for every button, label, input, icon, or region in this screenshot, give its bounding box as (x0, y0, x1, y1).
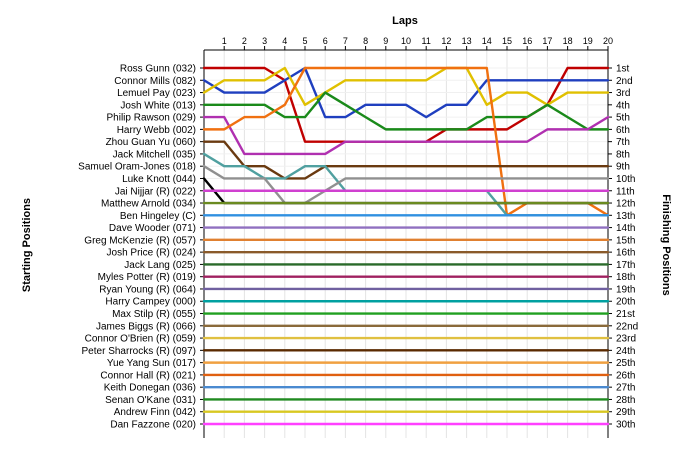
finishing-position-label: 25th (616, 358, 635, 369)
starting-position-label: Connor Mills (082) (114, 76, 196, 87)
x-tick-label: 1 (222, 36, 227, 46)
driver-position-line (202, 91, 610, 131)
finishing-position-label: 7th (616, 137, 630, 148)
finishing-position-label: 18th (616, 272, 635, 283)
driver-position-line (202, 140, 610, 180)
starting-position-label: Ben Hingeley (C) (120, 211, 196, 222)
starting-position-label: Lemuel Pay (023) (117, 88, 196, 99)
finishing-position-label: 10th (616, 174, 635, 185)
finishing-position-label: 3rd (616, 88, 630, 99)
x-tick-label: 7 (343, 36, 348, 46)
starting-position-label: Max Stilp (R) (055) (112, 309, 196, 320)
x-tick-label: 8 (363, 36, 368, 46)
x-tick-label: 18 (563, 36, 573, 46)
starting-position-label: Senan O'Kane (031) (105, 395, 196, 406)
starting-position-label: Dan Fazzone (020) (110, 420, 196, 431)
finishing-position-label: 6th (616, 125, 630, 136)
finishing-position-label: 22nd (616, 321, 638, 332)
starting-position-label: Samuel Oram-Jones (018) (78, 162, 196, 173)
starting-position-label: Josh Price (R) (024) (107, 248, 196, 259)
starting-position-label: Zhou Guan Yu (060) (106, 137, 196, 148)
starting-position-label: Harry Webb (002) (117, 125, 196, 136)
finishing-position-label: 8th (616, 149, 630, 160)
starting-position-label: Yue Yang Sun (017) (107, 358, 196, 369)
starting-position-label: Philip Rawson (029) (107, 113, 197, 124)
starting-position-label: Connor Hall (R) (021) (100, 370, 196, 381)
grid (203, 50, 609, 438)
starting-position-label: Jack Lang (025) (124, 260, 196, 271)
finishing-position-label: 23rd (616, 334, 636, 345)
x-tick-label: 15 (502, 36, 512, 46)
x-tick-label: 5 (302, 36, 307, 46)
x-tick-label: 2 (242, 36, 247, 46)
x-tick-label: 13 (462, 36, 472, 46)
finishing-position-label: 12th (616, 199, 635, 210)
x-tick-label: 12 (441, 36, 451, 46)
starting-position-label: Connor O'Brien (R) (059) (85, 334, 196, 345)
finishing-position-label: 27th (616, 383, 635, 394)
x-tick-label: 6 (323, 36, 328, 46)
finishing-position-label: 2nd (616, 76, 633, 87)
finishing-position-label: 13th (616, 211, 635, 222)
starting-position-label: Andrew Finn (042) (114, 407, 196, 418)
starting-position-label: Jai Nijjar (R) (022) (115, 186, 196, 197)
starting-position-label: Dave Wooder (071) (109, 223, 196, 234)
x-tick-label: 19 (583, 36, 593, 46)
starting-position-label: Keith Donegan (036) (104, 383, 196, 394)
x-tick-label: 3 (262, 36, 267, 46)
x-tick-label: 4 (282, 36, 287, 46)
starting-position-label: James Biggs (R) (066) (96, 321, 196, 332)
finishing-position-label: 30th (616, 420, 635, 431)
starting-position-label: Harry Campey (000) (105, 297, 196, 308)
starting-position-label: Greg McKenzie (R) (057) (84, 235, 196, 246)
starting-position-label: Josh White (013) (120, 100, 196, 111)
finishing-position-label: 9th (616, 162, 630, 173)
driver-position-line (202, 66, 610, 119)
x-tick-label: 20 (603, 36, 613, 46)
finishing-position-label: 20th (616, 297, 635, 308)
driver-position-line (202, 115, 610, 156)
driver-position-line (202, 66, 610, 107)
finishing-position-label: 5th (616, 113, 630, 124)
right-axis-label: Finishing Positions (660, 194, 672, 295)
starting-position-label: Luke Knott (044) (122, 174, 196, 185)
x-tick-label: 9 (383, 36, 388, 46)
finishing-position-label: 1st (616, 64, 630, 75)
finishing-position-label: 21st (616, 309, 635, 320)
x-tick-label: 10 (401, 36, 411, 46)
x-tick-label: 16 (522, 36, 532, 46)
starting-position-label: Peter Sharrocks (R) (097) (82, 346, 196, 357)
starting-position-label: Ryan Young (R) (064) (99, 284, 196, 295)
finishing-position-label: 19th (616, 284, 635, 295)
starting-position-label: Ross Gunn (032) (120, 64, 196, 75)
finishing-position-label: 11th (616, 186, 635, 197)
finishing-position-label: 16th (616, 248, 635, 259)
starting-position-label: Jack Mitchell (035) (113, 149, 196, 160)
finishing-position-label: 17th (616, 260, 635, 271)
chart-title: Laps (392, 15, 418, 27)
driver-position-line (202, 165, 610, 205)
finishing-position-label: 14th (616, 223, 635, 234)
finishing-position-label: 26th (616, 370, 635, 381)
series-lines (202, 66, 610, 426)
x-tick-label: 17 (542, 36, 552, 46)
starting-position-label: Myles Potter (R) (019) (98, 272, 196, 283)
finishing-position-label: 4th (616, 100, 630, 111)
axes (200, 46, 612, 438)
finishing-position-label: 28th (616, 395, 635, 406)
finishing-position-label: 24th (616, 346, 635, 357)
left-axis-label: Starting Positions (21, 198, 33, 292)
starting-position-label: Matthew Arnold (034) (101, 199, 196, 210)
finishing-position-label: 15th (616, 235, 635, 246)
x-tick-label: 14 (482, 36, 492, 46)
x-tick-label: 11 (422, 36, 431, 46)
finishing-position-label: 29th (616, 407, 635, 418)
